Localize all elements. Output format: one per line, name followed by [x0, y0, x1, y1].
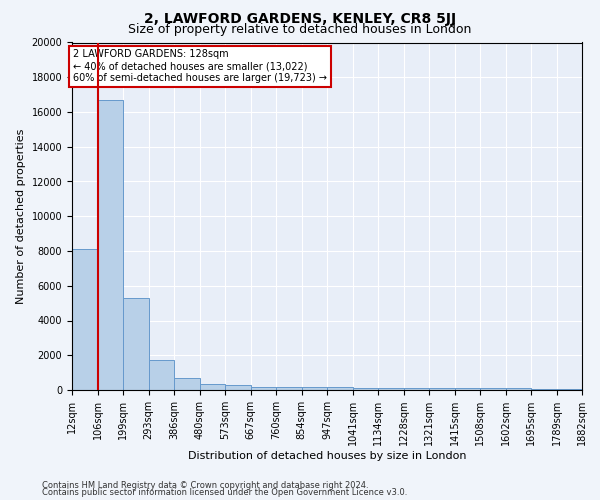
X-axis label: Distribution of detached houses by size in London: Distribution of detached houses by size … [188, 451, 466, 461]
Bar [174, 378, 199, 390]
Bar [199, 384, 225, 390]
Bar [123, 298, 149, 390]
Bar [276, 386, 302, 390]
Text: 2, LAWFORD GARDENS, KENLEY, CR8 5JJ: 2, LAWFORD GARDENS, KENLEY, CR8 5JJ [144, 12, 456, 26]
Bar [149, 360, 174, 390]
Bar [378, 388, 404, 390]
Text: 2 LAWFORD GARDENS: 128sqm
← 40% of detached houses are smaller (13,022)
60% of s: 2 LAWFORD GARDENS: 128sqm ← 40% of detac… [73, 50, 327, 82]
Bar [72, 250, 97, 390]
Bar [480, 388, 505, 390]
Text: Size of property relative to detached houses in London: Size of property relative to detached ho… [128, 22, 472, 36]
Bar [505, 388, 531, 390]
Text: Contains public sector information licensed under the Open Government Licence v3: Contains public sector information licen… [42, 488, 407, 497]
Bar [225, 385, 251, 390]
Bar [302, 388, 327, 390]
Bar [557, 389, 582, 390]
Bar [531, 388, 557, 390]
Bar [455, 388, 480, 390]
Bar [404, 388, 429, 390]
Text: Contains HM Land Registry data © Crown copyright and database right 2024.: Contains HM Land Registry data © Crown c… [42, 480, 368, 490]
Bar [251, 386, 276, 390]
Bar [429, 388, 455, 390]
Bar [353, 388, 378, 390]
Y-axis label: Number of detached properties: Number of detached properties [16, 128, 26, 304]
Bar [327, 388, 353, 390]
Bar [97, 100, 123, 390]
